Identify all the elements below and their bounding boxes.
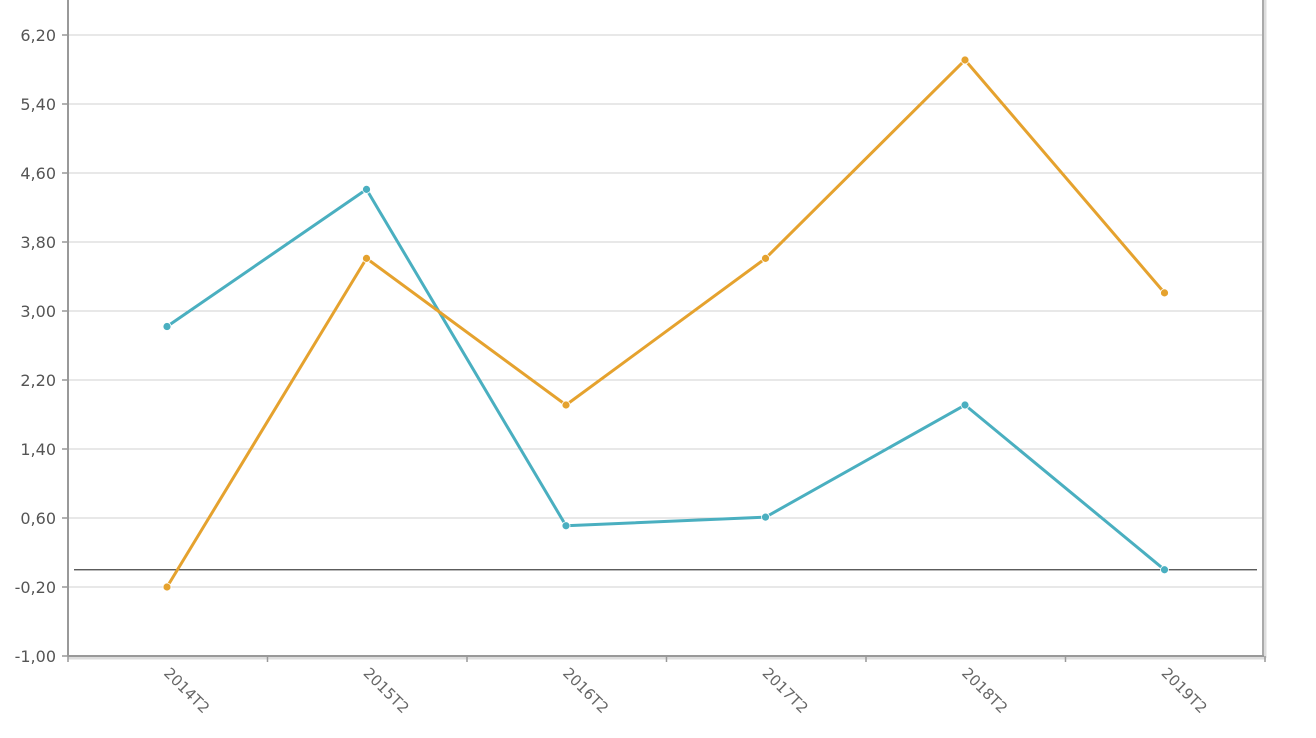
- x-tick-label: 2014T2: [160, 664, 213, 717]
- y-tick-label: 2,20: [20, 371, 56, 390]
- data-point: [1160, 565, 1169, 575]
- series-layer: [162, 55, 1169, 592]
- y-tick-label: -0,20: [15, 578, 56, 597]
- data-point: [960, 55, 970, 65]
- y-tick-label: 4,60: [20, 164, 56, 183]
- y-tick-label: -1,00: [15, 647, 56, 666]
- y-tick-label: 5,40: [20, 95, 56, 114]
- data-point: [561, 521, 571, 531]
- y-tick-label: 3,00: [20, 302, 56, 321]
- series-line: [165, 187, 1166, 572]
- y-axis-ticks: -1,00 -0,20 0,60 1,40 2,20 3,00 3,80 4,60 5,40 6,…: [15, 26, 68, 666]
- grid-layer: [68, 34, 1262, 588]
- data-point: [1160, 288, 1169, 298]
- x-tick-label: 2019T2: [1158, 664, 1211, 717]
- x-tick-label: 2017T2: [759, 664, 812, 717]
- x-tick-label: 2018T2: [958, 664, 1011, 717]
- data-point: [761, 253, 770, 263]
- x-tick-label: 2016T2: [559, 664, 612, 717]
- data-point: [761, 512, 770, 522]
- y-tick-label: 3,80: [20, 233, 56, 252]
- data-point: [162, 322, 172, 331]
- series-line: [165, 58, 1166, 589]
- y-tick-label: 6,20: [20, 26, 56, 45]
- data-point: [162, 582, 172, 592]
- y-tick-label: 1,40: [20, 440, 56, 459]
- data-point: [362, 184, 371, 194]
- x-tick-label: 2015T2: [360, 664, 413, 717]
- y-tick-label: 0,60: [20, 509, 56, 528]
- data-point: [362, 253, 371, 263]
- data-point: [561, 400, 571, 410]
- x-axis-ticks: 2014T2 2015T2 2016T2 2017T2 2018T2 2019T2: [67, 656, 1266, 717]
- data-point: [960, 400, 970, 410]
